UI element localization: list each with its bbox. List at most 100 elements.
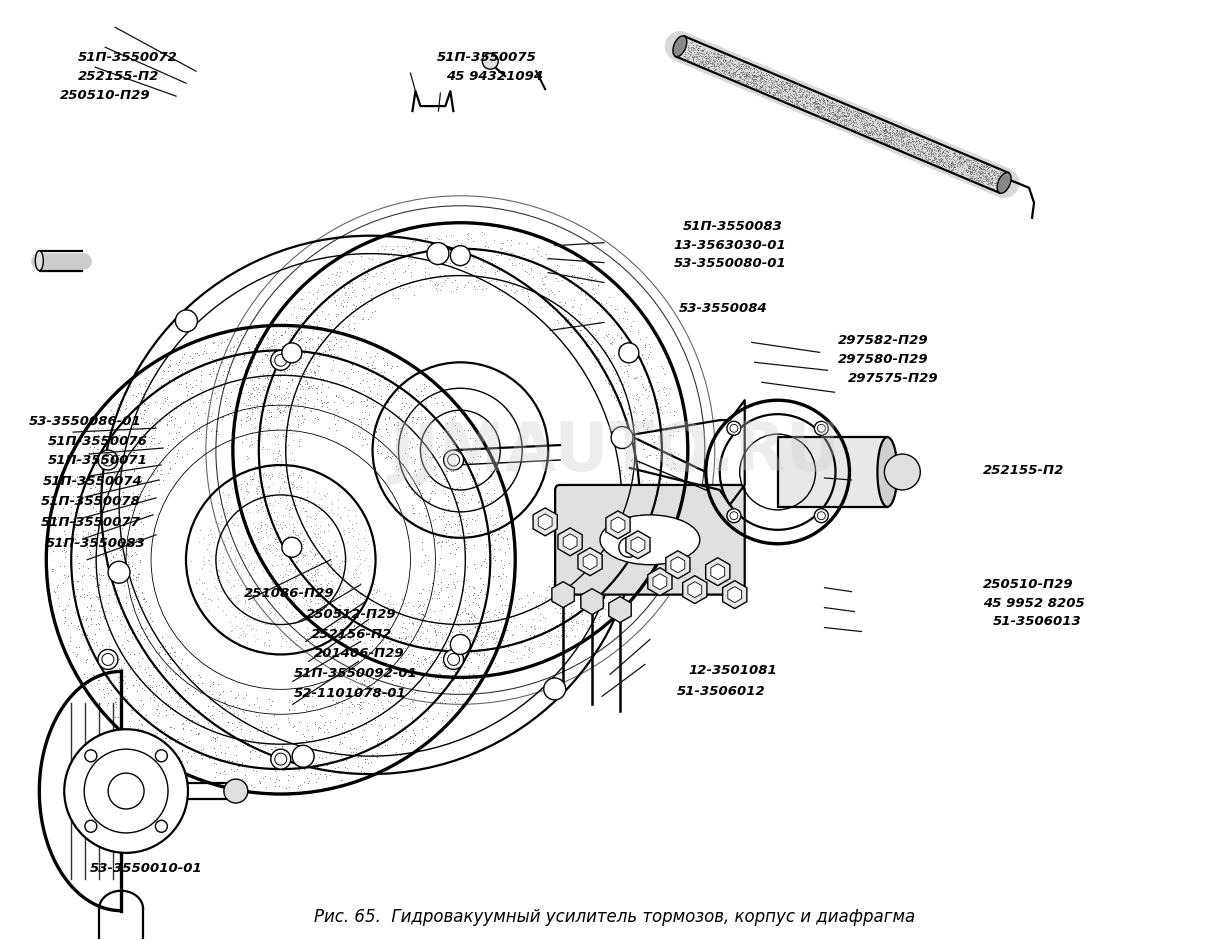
Point — [296, 719, 316, 734]
Point — [781, 78, 801, 93]
Point — [371, 364, 391, 379]
Point — [207, 571, 226, 586]
Point — [236, 688, 256, 703]
Point — [710, 59, 729, 74]
Point — [561, 605, 581, 620]
Point — [931, 157, 951, 172]
Point — [823, 98, 843, 113]
Point — [178, 744, 198, 760]
Point — [748, 69, 768, 84]
Point — [383, 242, 402, 257]
Circle shape — [619, 343, 638, 363]
Point — [611, 331, 631, 346]
Point — [430, 551, 450, 566]
Point — [491, 235, 510, 250]
Point — [610, 358, 630, 373]
Point — [269, 484, 289, 499]
Point — [488, 247, 508, 262]
Point — [316, 343, 336, 358]
Point — [279, 633, 299, 648]
Point — [306, 697, 326, 713]
Point — [792, 82, 812, 97]
Point — [493, 531, 513, 546]
Point — [922, 141, 942, 156]
Point — [292, 538, 311, 553]
Point — [603, 363, 622, 378]
Point — [851, 107, 871, 122]
Point — [359, 558, 379, 573]
Point — [779, 89, 798, 104]
Point — [938, 160, 958, 175]
Point — [926, 151, 946, 166]
Point — [285, 553, 305, 568]
Point — [285, 571, 305, 586]
Point — [325, 292, 344, 307]
Point — [293, 500, 312, 515]
Point — [850, 105, 870, 120]
Point — [224, 763, 244, 778]
Point — [474, 656, 493, 671]
Point — [845, 107, 865, 122]
Point — [753, 69, 772, 84]
Point — [124, 545, 144, 560]
Point — [314, 277, 333, 292]
Point — [272, 413, 292, 428]
Point — [835, 111, 855, 126]
Point — [637, 437, 657, 452]
Point — [646, 447, 665, 462]
Point — [497, 243, 517, 258]
Point — [351, 701, 370, 716]
Point — [909, 142, 929, 157]
Point — [619, 466, 638, 481]
Point — [924, 139, 943, 154]
Point — [796, 96, 815, 111]
Point — [625, 400, 645, 415]
Point — [298, 366, 317, 381]
Point — [777, 85, 797, 100]
Point — [248, 773, 268, 788]
Point — [435, 651, 455, 666]
Point — [353, 431, 373, 446]
Point — [792, 86, 812, 102]
Point — [969, 158, 989, 173]
Point — [699, 59, 718, 74]
Point — [134, 395, 154, 410]
Point — [893, 137, 913, 152]
Point — [97, 464, 117, 479]
Point — [262, 348, 282, 363]
Point — [331, 766, 351, 781]
Point — [679, 49, 699, 64]
Point — [755, 70, 775, 86]
Point — [938, 161, 958, 176]
Point — [162, 672, 182, 687]
Point — [763, 70, 782, 85]
Point — [285, 493, 305, 508]
Point — [845, 114, 865, 129]
Point — [480, 612, 499, 627]
Point — [274, 743, 294, 758]
Point — [315, 583, 335, 598]
Point — [518, 254, 538, 269]
Point — [357, 265, 376, 280]
Point — [450, 655, 470, 670]
Point — [530, 606, 550, 621]
Point — [408, 388, 428, 403]
Point — [915, 140, 935, 155]
Point — [887, 126, 907, 141]
Point — [485, 256, 504, 271]
Point — [686, 45, 706, 60]
Point — [267, 349, 287, 364]
Point — [502, 255, 522, 270]
Point — [962, 171, 982, 186]
Point — [410, 245, 429, 260]
Point — [304, 296, 323, 311]
Point — [303, 332, 322, 347]
Point — [122, 705, 141, 720]
Point — [692, 58, 712, 73]
Point — [519, 291, 539, 306]
Point — [300, 330, 320, 345]
Point — [415, 554, 434, 569]
Point — [723, 62, 743, 77]
Point — [552, 273, 572, 288]
Point — [450, 527, 470, 542]
